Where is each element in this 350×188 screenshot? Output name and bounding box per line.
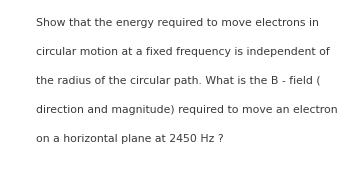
Text: Show that the energy required to move electrons in: Show that the energy required to move el… — [36, 18, 319, 28]
Text: on a horizontal plane at 2450 Hz ?: on a horizontal plane at 2450 Hz ? — [36, 134, 224, 144]
Text: direction and magnitude) required to move an electron: direction and magnitude) required to mov… — [36, 105, 338, 115]
Text: the radius of the circular path. What is the B - field (: the radius of the circular path. What is… — [36, 76, 321, 86]
Text: circular motion at a fixed frequency is independent of: circular motion at a fixed frequency is … — [36, 47, 330, 57]
